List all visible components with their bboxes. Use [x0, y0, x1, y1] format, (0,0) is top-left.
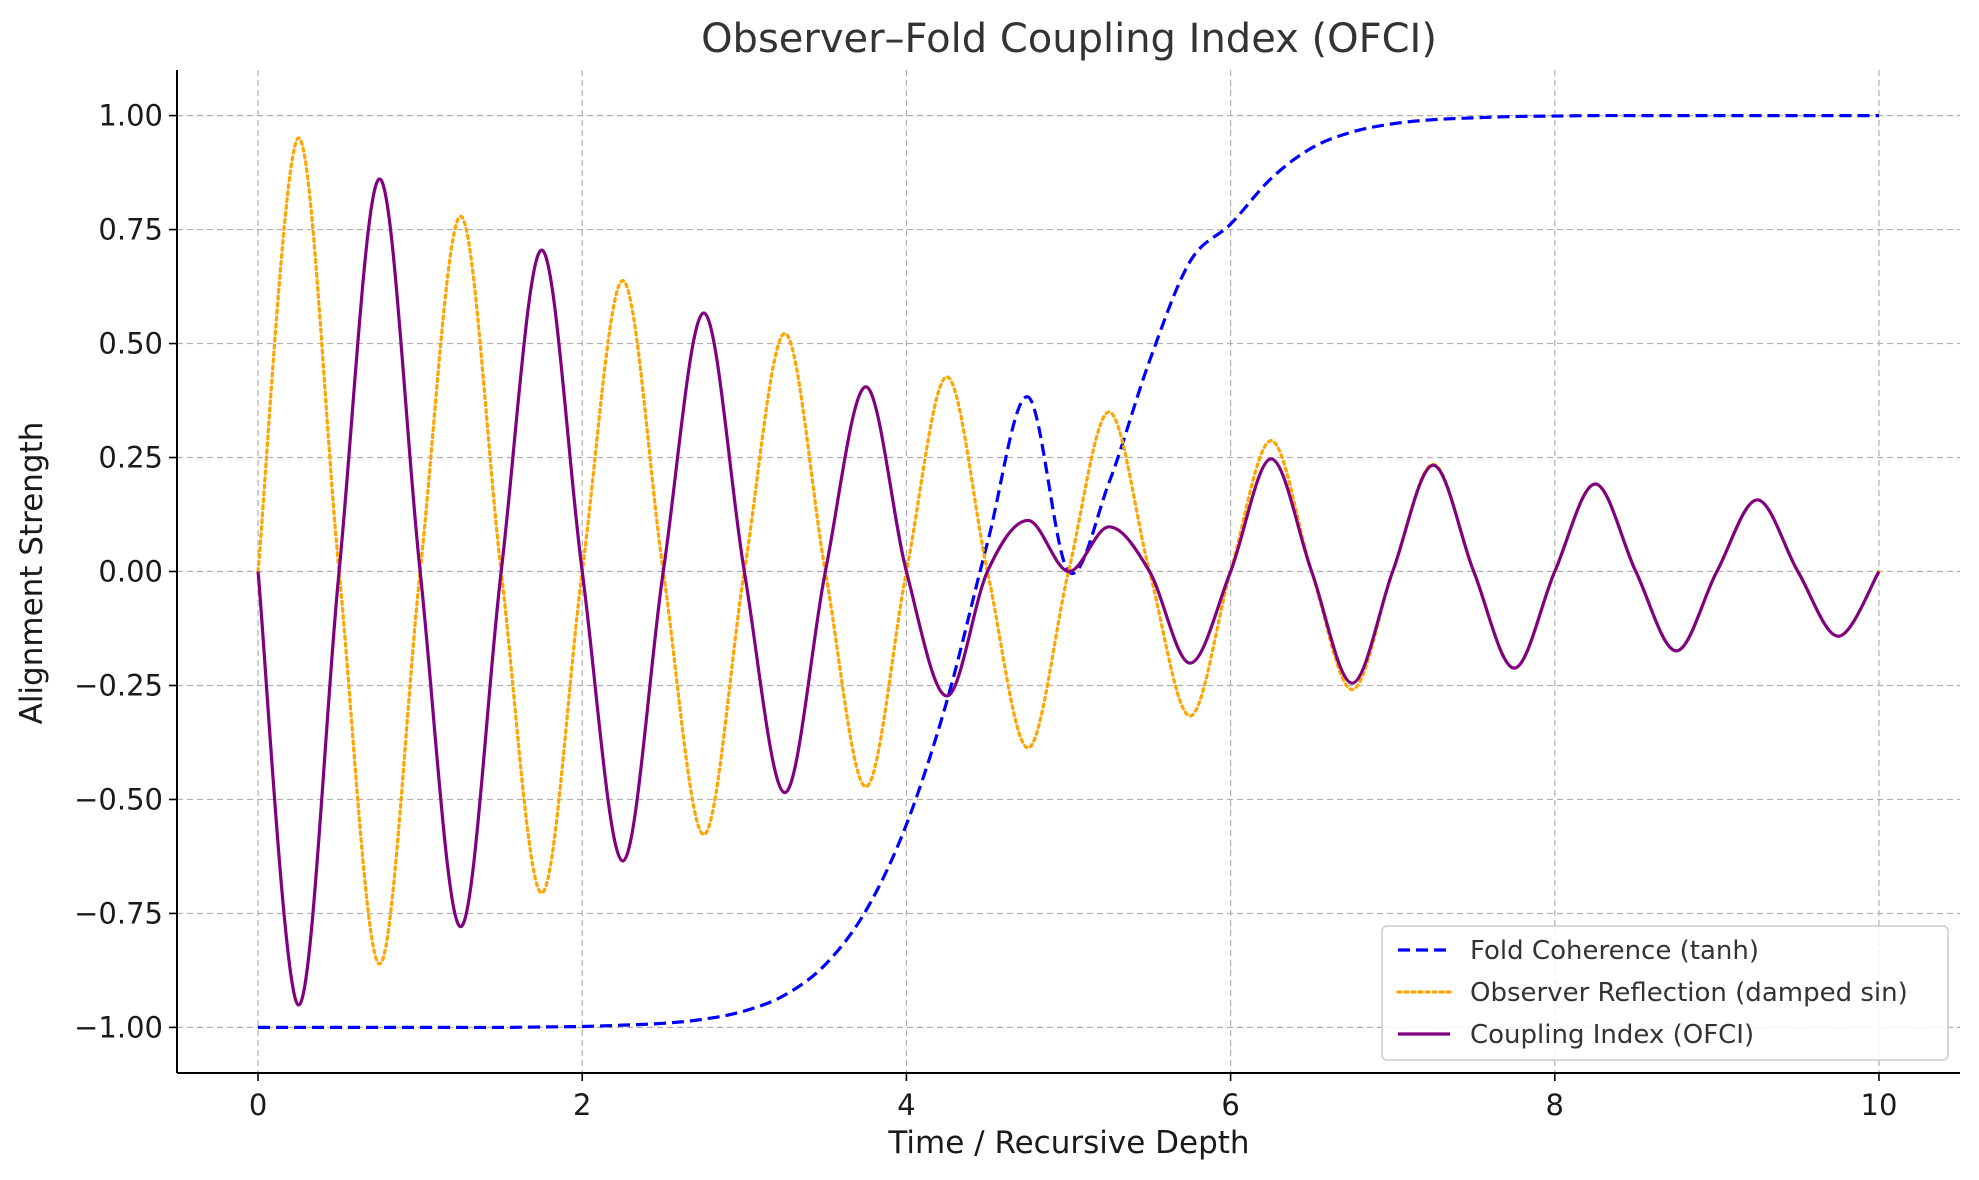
y-tick-label: −1.00 [74, 1010, 163, 1044]
x-axis-label: Time / Recursive Depth [887, 1125, 1249, 1161]
legend-items: Fold Coherence (tanh) Observer Reflection… [1396, 936, 1908, 1050]
y-tick-label: 0.25 [98, 441, 163, 475]
x-tick-label: 10 [1861, 1088, 1898, 1122]
x-tick-label: 4 [897, 1088, 915, 1122]
series-layer [256, 113, 1881, 1030]
y-axis-ticks: −1.00 −0.75 −0.50 −0.25 0.00 0.25 0.50 0.75 1.00 [74, 99, 177, 1044]
x-tick-label: 0 [249, 1088, 267, 1122]
y-tick-label: 1.00 [98, 99, 163, 133]
legend: Fold Coherence (tanh) Observer Reflection… [1381, 925, 1949, 1061]
x-tick-label: 8 [1546, 1088, 1564, 1122]
series-line-3 [256, 177, 1881, 1007]
series-line-2 [256, 136, 1881, 966]
series-line-1 [258, 113, 1879, 1030]
x-tick-label: 6 [1221, 1088, 1239, 1122]
x-tick-label: 2 [573, 1088, 591, 1122]
y-tick-label: −0.75 [74, 896, 163, 930]
legend-frame [1381, 925, 1949, 1061]
legend-entry-label: Fold Coherence (tanh) [1470, 936, 1759, 966]
y-tick-label: −0.50 [74, 782, 163, 816]
legend-entry-label: Coupling Index (OFCI) [1470, 1020, 1754, 1050]
x-axis-ticks: 0 2 4 6 8 10 [249, 1073, 1898, 1122]
y-tick-label: −0.25 [74, 668, 163, 702]
chart-title: Observer–Fold Coupling Index (OFCI) [701, 16, 1437, 62]
y-tick-label: 0.75 [98, 213, 163, 247]
y-axis-label: Alignment Strength [14, 422, 50, 725]
legend-entry-label: Observer Reflection (damped sin) [1470, 978, 1908, 1008]
y-tick-label: 0.50 [98, 327, 163, 361]
y-tick-label: 0.00 [98, 555, 163, 589]
